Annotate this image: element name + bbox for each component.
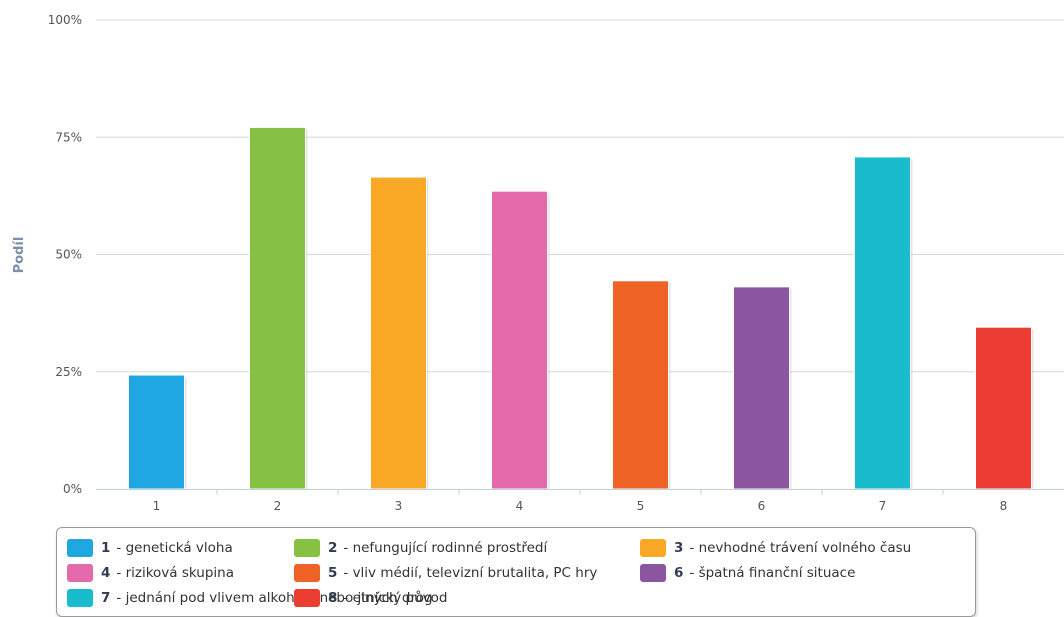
legend: 1 - genetická vloha 2 - nefungující rodinné…: [56, 527, 976, 617]
legend-item-1[interactable]: 1 - genetická vloha: [67, 538, 233, 558]
y-tick-label: 100%: [48, 13, 82, 27]
legend-number: 4: [101, 565, 111, 581]
legend-number: 2: [328, 540, 338, 556]
bar-2[interactable]: [249, 126, 306, 490]
legend-number: 3: [674, 540, 684, 556]
bar-chart: 0% 25% 50% 75% 100% 1 2 3 4 5 6 7 8 Podíl: [12, 13, 1064, 513]
x-tick-label: 3: [395, 499, 403, 513]
legend-item-4[interactable]: 4 - riziková skupina: [67, 563, 234, 583]
x-tick-label: 2: [274, 499, 282, 513]
legend-swatch: [67, 539, 93, 557]
legend-item-7[interactable]: 7 - jednání pod vlivem alkoholu nebo jiný…: [67, 588, 433, 608]
legend-label: - genetická vloha: [116, 540, 233, 556]
legend-number: 1: [101, 540, 111, 556]
legend-item-2[interactable]: 2 - nefungující rodinné prostředí: [294, 538, 547, 558]
legend-swatch: [294, 539, 320, 557]
y-axis-label: Podíl: [12, 237, 27, 274]
legend-item-5[interactable]: 5 - vliv médií, televizní brutalita, PC h…: [294, 563, 597, 583]
legend-label: - nefungující rodinné prostředí: [343, 540, 548, 556]
x-tick-label: 8: [1000, 499, 1008, 513]
bar-7[interactable]: [854, 156, 911, 490]
x-tick-label: 7: [879, 499, 887, 513]
bar-8[interactable]: [975, 326, 1032, 490]
bar-3[interactable]: [370, 176, 427, 490]
legend-swatch: [640, 564, 666, 582]
legend-label: - riziková skupina: [116, 565, 234, 581]
legend-number: 5: [328, 565, 338, 581]
legend-label: - jednání pod vlivem alkoholu nebo jinýc…: [116, 590, 433, 606]
legend-number: 6: [674, 565, 684, 581]
legend-item-6[interactable]: 6 - špatná finanční situace: [640, 563, 855, 583]
bar-4[interactable]: [491, 190, 548, 490]
x-tick-label: 4: [516, 499, 524, 513]
y-tick-label: 50%: [55, 248, 82, 262]
axes: 0% 25% 50% 75% 100% 1 2 3 4 5 6 7 8: [48, 13, 1064, 513]
legend-number: 7: [101, 590, 111, 606]
legend-swatch: [294, 589, 320, 607]
bars: [128, 126, 1034, 490]
legend-swatch: [67, 589, 93, 607]
bar-5[interactable]: [612, 280, 669, 490]
legend-swatch: [640, 539, 666, 557]
legend-swatch: [67, 564, 93, 582]
bar-6[interactable]: [733, 286, 790, 490]
y-tick-label: 25%: [55, 365, 82, 379]
x-tick-label: 1: [153, 499, 161, 513]
legend-item-8[interactable]: 8 - etnický původ: [294, 588, 447, 608]
x-tick-label: 6: [758, 499, 766, 513]
y-tick-label: 75%: [55, 130, 82, 144]
x-tick-label: 5: [637, 499, 645, 513]
legend-label: - vliv médií, televizní brutalita, PC hr…: [343, 565, 598, 581]
legend-label: - nevhodné trávení volného času: [689, 540, 912, 556]
legend-number: 8: [328, 590, 338, 606]
gridlines: [96, 19, 1064, 373]
legend-label: - etnický původ: [343, 590, 448, 606]
y-tick-label: 0%: [63, 482, 82, 496]
legend-item-3[interactable]: 3 - nevhodné trávení volného času: [640, 538, 911, 558]
legend-label: - špatná finanční situace: [689, 565, 856, 581]
legend-swatch: [294, 564, 320, 582]
bar-1[interactable]: [128, 374, 185, 490]
